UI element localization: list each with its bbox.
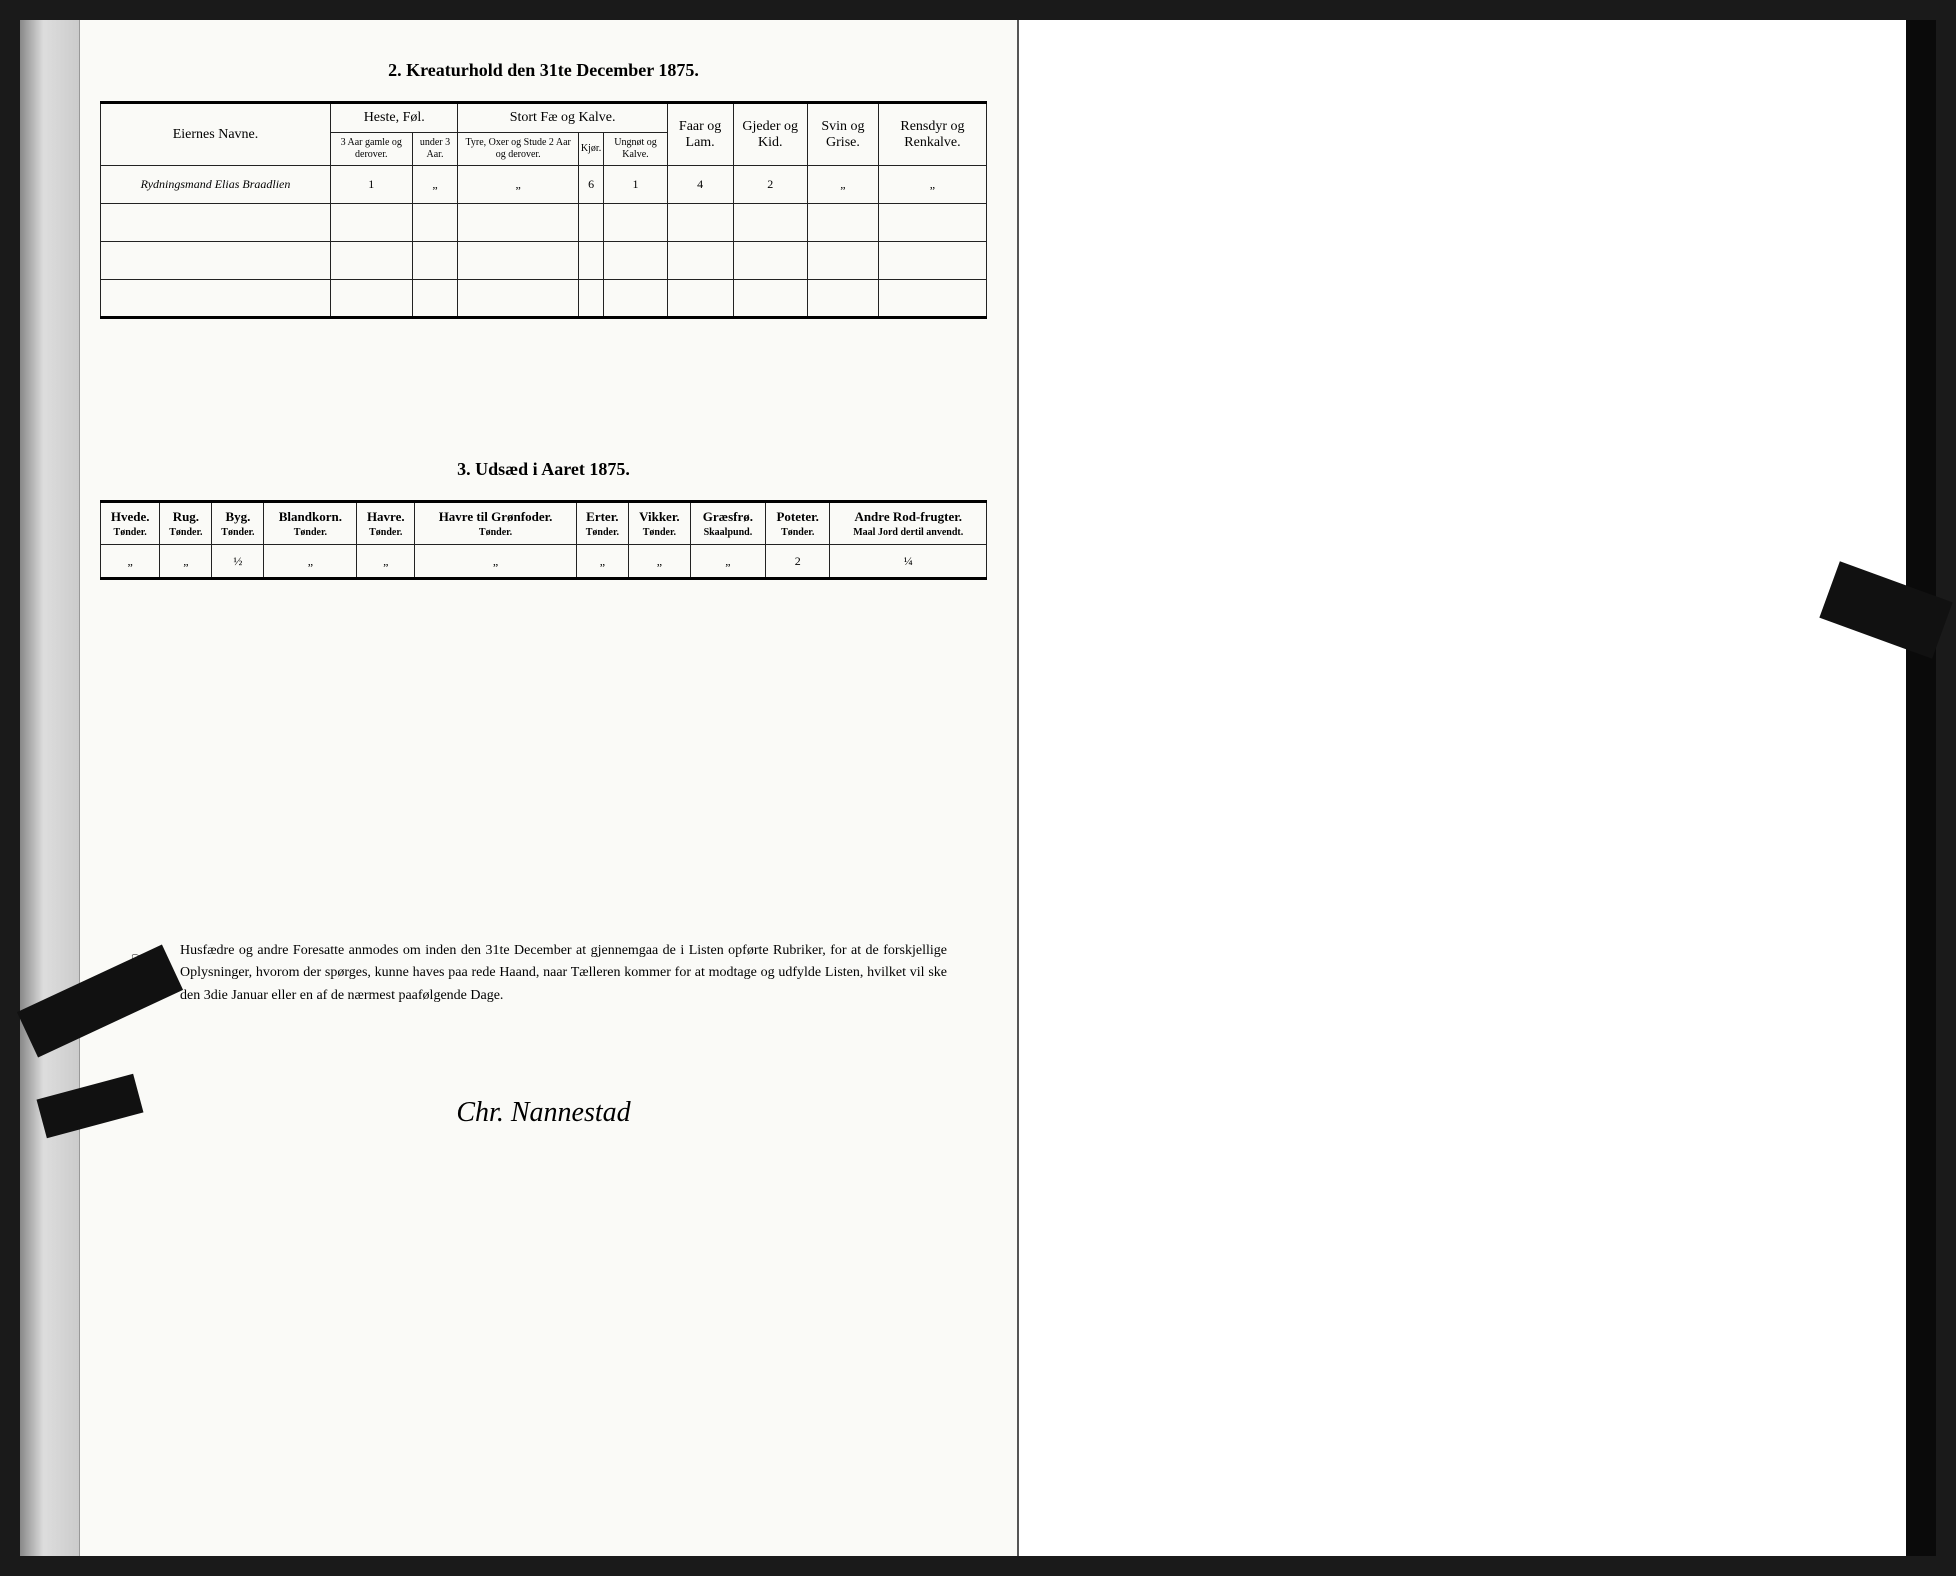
table-row <box>101 242 987 280</box>
cell <box>667 242 733 280</box>
col-byg: Byg.Tønder. <box>212 502 264 545</box>
table-row <box>101 280 987 318</box>
cell <box>578 204 603 242</box>
cell <box>604 242 668 280</box>
cell: „ <box>878 166 986 204</box>
book-spread: 2. Kreaturhold den 31te December 1875. E… <box>20 20 1936 1556</box>
right-page <box>1019 20 1906 1556</box>
col-s3: Ungnøt og Kalve. <box>604 133 668 166</box>
cell: „ <box>415 545 577 579</box>
col-vikker: Vikker.Tønder. <box>628 502 690 545</box>
table-row: „ „ ½ „ „ „ „ „ „ 2 ¼ <box>101 545 987 579</box>
cell <box>878 242 986 280</box>
group-stort: Stort Fæ og Kalve. <box>458 103 667 133</box>
cell: „ <box>264 545 357 579</box>
section-3-title: 3. Udsæd i Aaret 1875. <box>100 459 987 480</box>
col-ren: Rensdyr og Renkalve. <box>878 103 986 166</box>
cell-owner <box>101 242 331 280</box>
col-havre-gron: Havre til Grønfoder.Tønder. <box>415 502 577 545</box>
col-owner: Eiernes Navne. <box>101 103 331 166</box>
cell: „ <box>101 545 160 579</box>
cell: „ <box>357 545 415 579</box>
seed-table: Hvede.Tønder. Rug.Tønder. Byg.Tønder. Bl… <box>100 500 987 580</box>
col-rodfrugter: Andre Rod-frugter.Maal Jord dertil anven… <box>830 502 987 545</box>
col-gjed: Gjeder og Kid. <box>733 103 807 166</box>
cell <box>807 204 878 242</box>
cell <box>458 280 578 318</box>
col-blandkorn: Blandkorn.Tønder. <box>264 502 357 545</box>
cell <box>458 242 578 280</box>
cell <box>412 280 458 318</box>
col-faar: Faar og Lam. <box>667 103 733 166</box>
col-hvede: Hvede.Tønder. <box>101 502 160 545</box>
col-graesfro: Græsfrø.Skaalpund. <box>690 502 765 545</box>
col-h1: 3 Aar gamle og derover. <box>331 133 413 166</box>
cell <box>578 280 603 318</box>
cell <box>878 204 986 242</box>
cell <box>733 242 807 280</box>
cell <box>733 280 807 318</box>
note-text: Husfædre og andre Foresatte anmodes om i… <box>180 943 947 1003</box>
left-page: 2. Kreaturhold den 31te December 1875. E… <box>80 20 1019 1556</box>
table-row <box>101 204 987 242</box>
cell: 4 <box>667 166 733 204</box>
cell: „ <box>628 545 690 579</box>
cell <box>604 280 668 318</box>
cell <box>412 204 458 242</box>
cell <box>667 204 733 242</box>
cell-owner <box>101 280 331 318</box>
col-erter: Erter.Tønder. <box>576 502 628 545</box>
cell <box>807 280 878 318</box>
cell <box>807 242 878 280</box>
cell: „ <box>690 545 765 579</box>
cell <box>604 204 668 242</box>
cell: 6 <box>578 166 603 204</box>
cell: 1 <box>604 166 668 204</box>
col-havre: Havre.Tønder. <box>357 502 415 545</box>
cell: 2 <box>733 166 807 204</box>
book-edge <box>1906 20 1936 1556</box>
col-h2: under 3 Aar. <box>412 133 458 166</box>
cell: ½ <box>212 545 264 579</box>
cell: „ <box>807 166 878 204</box>
cell <box>667 280 733 318</box>
col-poteter: Poteter.Tønder. <box>765 502 830 545</box>
cell <box>331 242 413 280</box>
cell: „ <box>458 166 578 204</box>
cell <box>733 204 807 242</box>
cell-owner: Rydningsmand Elias Braadlien <box>101 166 331 204</box>
col-rug: Rug.Tønder. <box>160 502 212 545</box>
section-2-title: 2. Kreaturhold den 31te December 1875. <box>100 60 987 81</box>
col-s1: Tyre, Oxer og Stude 2 Aar og derover. <box>458 133 578 166</box>
cell: 1 <box>331 166 413 204</box>
col-svin: Svin og Grise. <box>807 103 878 166</box>
col-s2: Kjør. <box>578 133 603 166</box>
table-row: Rydningsmand Elias Braadlien 1 „ „ 6 1 4… <box>101 166 987 204</box>
cell <box>578 242 603 280</box>
cell <box>458 204 578 242</box>
signature: Chr. Nannestad <box>100 1097 987 1129</box>
cell <box>878 280 986 318</box>
cell: ¼ <box>830 545 987 579</box>
livestock-table: Eiernes Navne. Heste, Føl. Stort Fæ og K… <box>100 101 987 319</box>
cell: „ <box>576 545 628 579</box>
cell: „ <box>160 545 212 579</box>
cell <box>331 280 413 318</box>
book-spine <box>20 20 80 1556</box>
cell: „ <box>412 166 458 204</box>
cell: 2 <box>765 545 830 579</box>
cell <box>412 242 458 280</box>
group-heste: Heste, Føl. <box>331 103 458 133</box>
cell <box>331 204 413 242</box>
cell-owner <box>101 204 331 242</box>
instruction-note: ☞ Husfædre og andre Foresatte anmodes om… <box>100 940 987 1007</box>
